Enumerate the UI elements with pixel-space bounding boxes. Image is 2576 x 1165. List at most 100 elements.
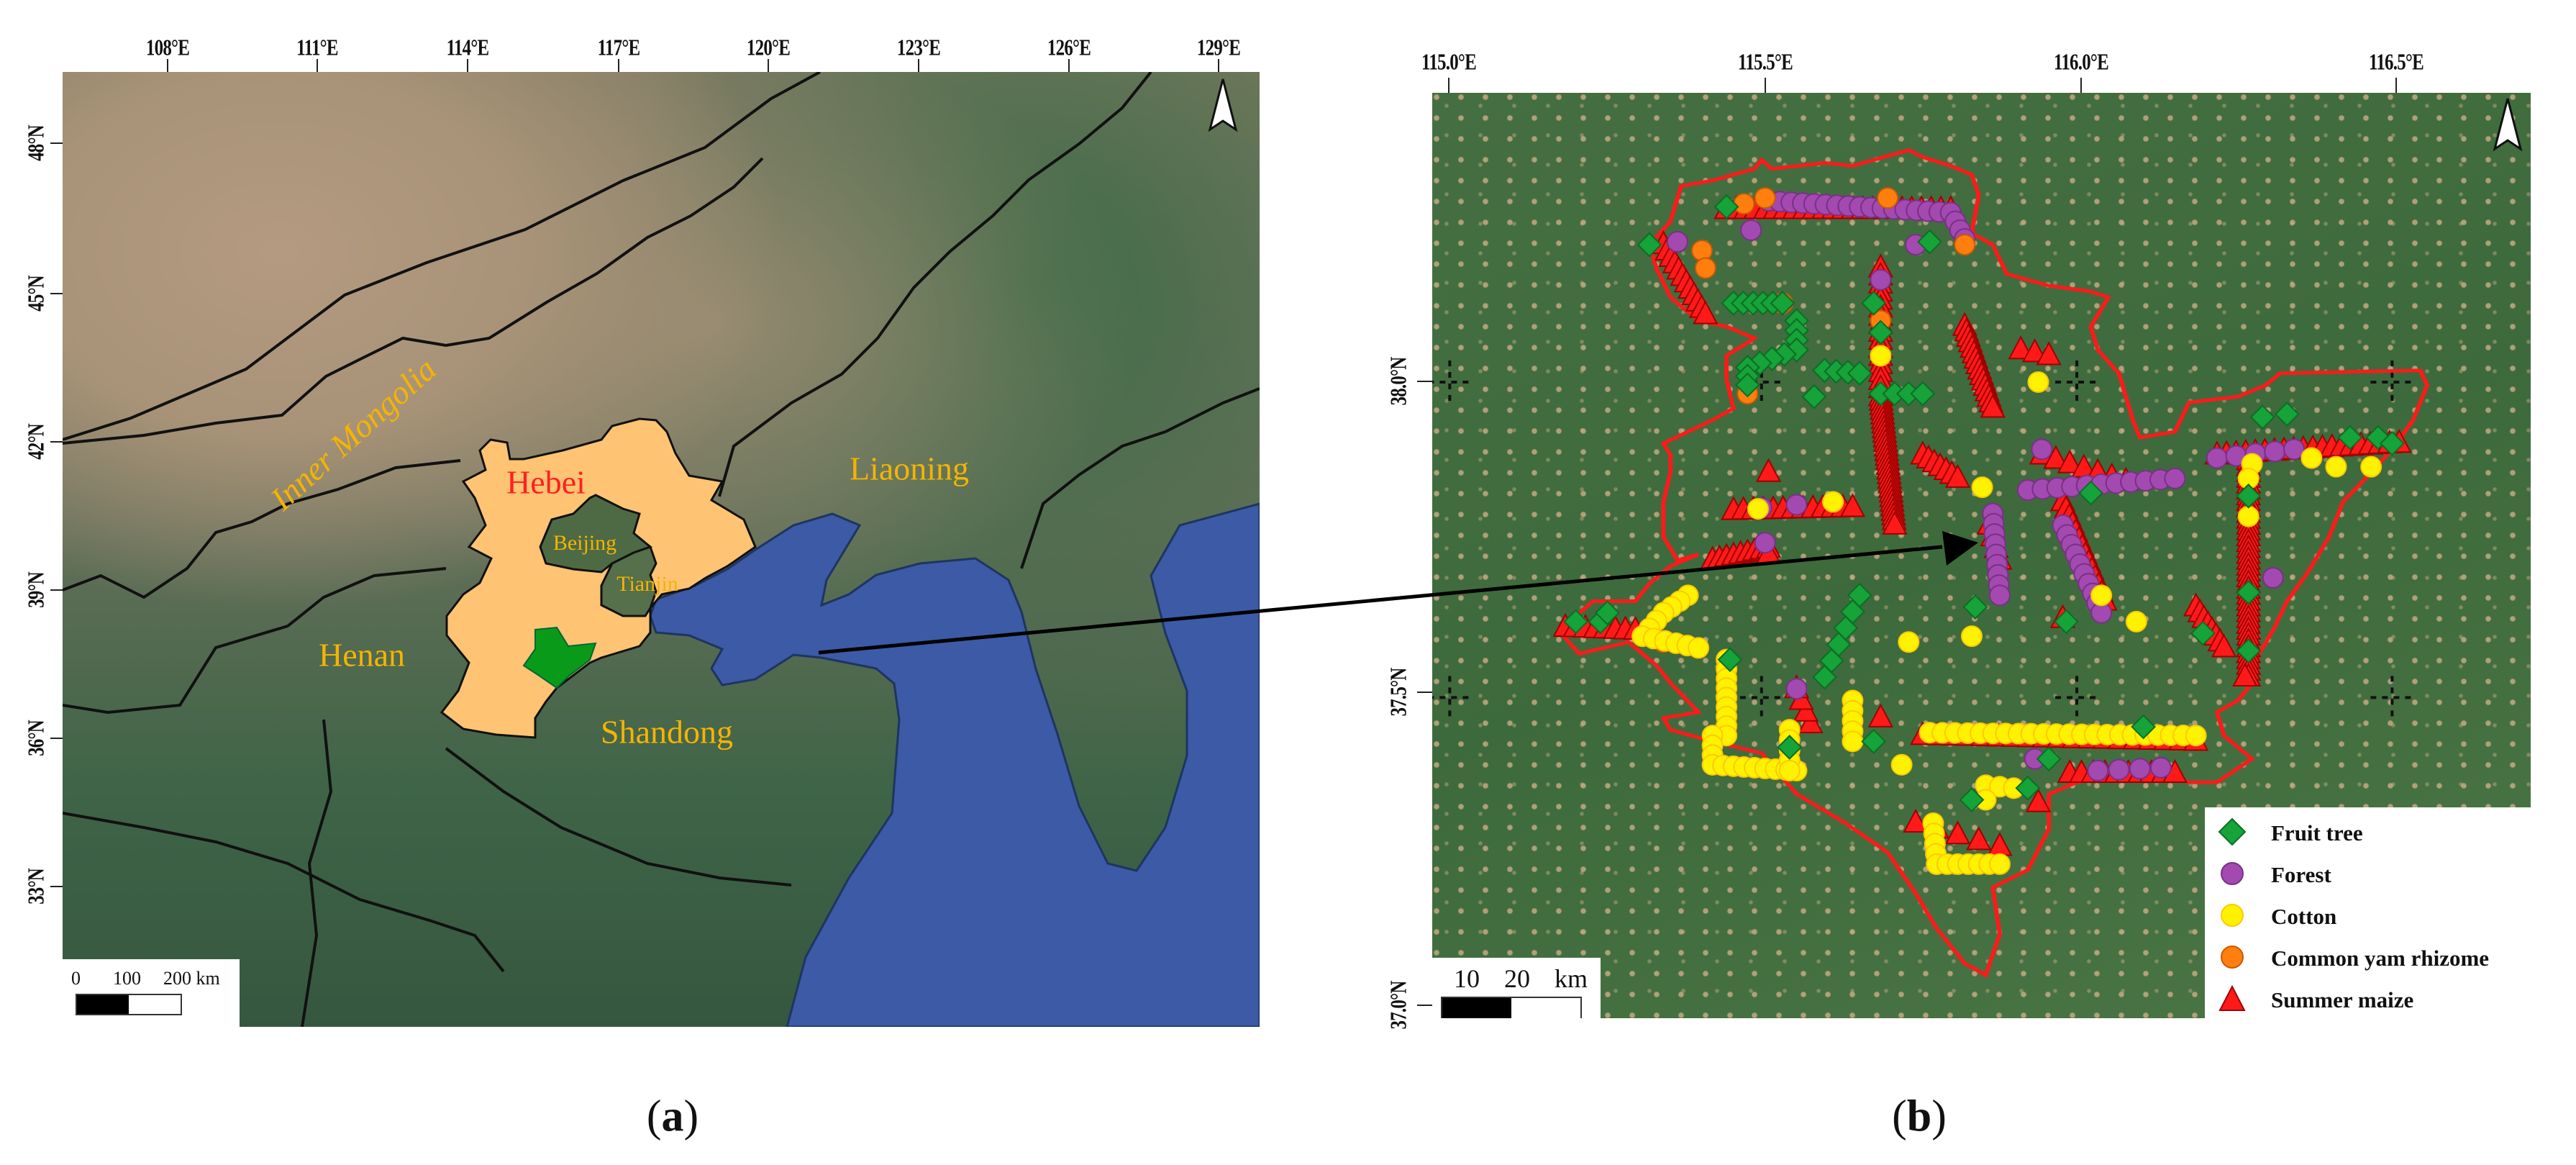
fruit-tree-point bbox=[1770, 290, 1796, 316]
cotton-point bbox=[2027, 371, 2049, 393]
tick-mark bbox=[1448, 78, 1449, 93]
forest-point bbox=[1785, 494, 1808, 516]
forest-point bbox=[2164, 467, 2186, 489]
lon-tick-label: 114°E bbox=[446, 34, 490, 60]
tick-mark bbox=[618, 59, 619, 72]
legend-label: Forest bbox=[2271, 862, 2331, 887]
cotton-point bbox=[1778, 759, 1801, 781]
fruit-tree-point bbox=[1867, 319, 1893, 345]
graticule-cross bbox=[1432, 360, 1472, 404]
summer-maize-point bbox=[1693, 300, 1719, 325]
scale-bar-graphic bbox=[1441, 997, 1582, 1018]
summer-maize-point bbox=[1966, 826, 1992, 851]
north-arrow-icon bbox=[1208, 78, 1238, 132]
fruit-tree-point bbox=[2236, 483, 2262, 509]
scale-label-20: 20 bbox=[1504, 964, 1530, 993]
label-tianjin: Tianjin bbox=[616, 572, 678, 596]
label-liaoning: Liaoning bbox=[849, 450, 970, 487]
legend: Fruit tree Forest Cotton Common yam rhiz… bbox=[2205, 807, 2531, 1018]
tick-mark bbox=[768, 59, 769, 72]
lon-tick-label: 117°E bbox=[597, 34, 641, 60]
caption-paren: ) bbox=[683, 1092, 699, 1141]
graticule-cross bbox=[2370, 676, 2414, 720]
scale-bar-b: 10 20 km bbox=[1432, 958, 1601, 1018]
fruit-tree-point bbox=[2190, 620, 2216, 646]
forest-point bbox=[1870, 268, 1892, 291]
legend-label: Common yam rhizome bbox=[2271, 946, 2490, 971]
summer-maize-point bbox=[1839, 493, 1866, 517]
lat-tick-label: 39°N bbox=[22, 572, 49, 608]
summer-maize-point bbox=[1987, 832, 2013, 856]
tick-mark bbox=[1417, 692, 1432, 693]
yam-point bbox=[1733, 193, 1755, 215]
fruit-tree-point bbox=[1637, 232, 1662, 258]
fruit-tree-point bbox=[1812, 664, 1837, 690]
fruit-tree-point bbox=[1801, 384, 1827, 409]
study-area-marker bbox=[522, 626, 597, 689]
cotton-point bbox=[2125, 610, 2147, 633]
lon-tick-label: 115.5°E bbox=[1738, 48, 1793, 75]
fruit-tree-point bbox=[2131, 714, 2157, 740]
cotton-point bbox=[1960, 625, 1983, 648]
forest-point bbox=[2283, 438, 2306, 461]
forest-point bbox=[1785, 678, 1808, 700]
tick-mark bbox=[2080, 78, 2082, 93]
scale-label-10: 10 bbox=[1454, 964, 1480, 993]
fruit-tree-point bbox=[2078, 480, 2103, 506]
scale-bar-a: 0 100 200 km bbox=[63, 959, 240, 1027]
summer-maize-point bbox=[1882, 510, 1908, 535]
fruit-tree-point bbox=[1861, 728, 1887, 754]
tick-mark bbox=[2395, 78, 2397, 93]
lat-tick-label: 48°N bbox=[22, 125, 49, 161]
summer-maize-point bbox=[1793, 697, 1819, 722]
fruit-tree-point bbox=[2054, 609, 2079, 635]
tick-mark bbox=[50, 142, 63, 144]
lat-tick-label: 42°N bbox=[22, 424, 49, 460]
caption-letter: a bbox=[661, 1092, 684, 1141]
fruit-tree-point bbox=[2236, 579, 2262, 605]
summer-maize-point bbox=[1944, 820, 1971, 845]
summer-maize-point bbox=[2057, 449, 2083, 473]
lon-tick-label: 129°E bbox=[1196, 34, 1241, 60]
cotton-point bbox=[1822, 491, 1844, 513]
forest-point bbox=[1988, 584, 2011, 607]
cotton-point bbox=[2090, 584, 2113, 607]
forest-point bbox=[2262, 566, 2284, 589]
tick-mark bbox=[1765, 78, 1766, 93]
lon-tick-label: 123°E bbox=[896, 34, 941, 60]
legend-label: Summer maize bbox=[2271, 987, 2414, 1012]
label-hebei: Hebei bbox=[506, 463, 586, 501]
forest-point bbox=[2087, 759, 2109, 781]
forest-point bbox=[2264, 440, 2286, 463]
tick-mark bbox=[1068, 59, 1070, 72]
lat-tick-label: 37.0°N bbox=[1385, 981, 1411, 1030]
caption-paren: ( bbox=[1892, 1092, 1907, 1141]
forest-point bbox=[1666, 231, 1688, 253]
lon-tick-label: 108°E bbox=[145, 34, 190, 60]
tick-mark bbox=[50, 441, 63, 443]
caption-letter: b bbox=[1906, 1092, 1932, 1141]
north-arrow-icon bbox=[2493, 98, 2523, 152]
scale-label-0: 0 bbox=[71, 968, 81, 989]
lat-tick-label: 37.5°N bbox=[1385, 668, 1411, 717]
forest-point bbox=[1740, 219, 1762, 241]
summer-maize-point bbox=[1867, 703, 1894, 727]
legend-item-summer-maize: Summer maize bbox=[2205, 982, 2531, 1017]
lon-tick-label: 115.0°E bbox=[1421, 48, 1477, 75]
forest-point bbox=[2108, 758, 2130, 781]
summer-maize-point bbox=[1798, 709, 1824, 733]
fruit-tree-point bbox=[1962, 594, 1988, 620]
lon-tick-label: 111°E bbox=[296, 34, 338, 60]
summer-maize-point bbox=[2021, 338, 2048, 363]
lon-tick-label: 116.0°E bbox=[2054, 48, 2109, 75]
fruit-tree-point bbox=[2379, 430, 2405, 456]
overview-map-graphics bbox=[63, 72, 1260, 1027]
triangle-icon bbox=[2218, 984, 2246, 1011]
cotton-point bbox=[1688, 637, 1710, 659]
overview-map: Inner Mongolia Hebei Liaoning Beijing Ti… bbox=[63, 72, 1260, 1027]
tick-mark bbox=[167, 59, 168, 72]
cotton-point bbox=[1747, 498, 1769, 520]
scale-bar-graphic bbox=[76, 994, 182, 1015]
scale-label-200: 200 km bbox=[163, 968, 220, 989]
sea bbox=[649, 502, 1260, 1027]
